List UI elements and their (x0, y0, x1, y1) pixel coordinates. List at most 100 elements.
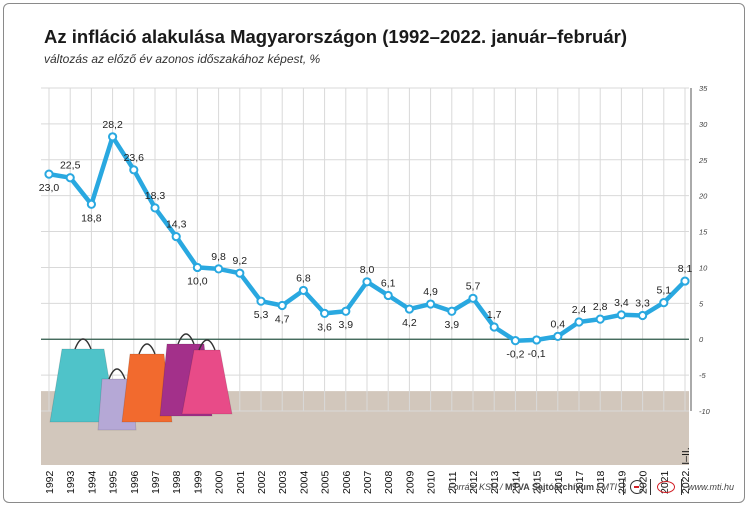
x-tick-label: 2014 (510, 470, 522, 494)
data-point (553, 331, 563, 341)
data-labels: 23,022,5 18,8 28,2 23,6 18,3 14,3 10,09,8 9,2 5,… (39, 119, 693, 361)
data-point (44, 169, 54, 179)
x-tick-label: 1997 (150, 470, 162, 494)
data-point (108, 132, 118, 142)
data-label: 23,6 (124, 152, 145, 164)
data-point (489, 322, 499, 332)
data-label: 3,6 (317, 321, 332, 333)
x-tick-label: 2012 (468, 470, 480, 494)
bag-handle (74, 338, 92, 350)
source-text: Forrás: KSH / MTVA Sajtóarchívum / MTI (448, 482, 617, 492)
x-tick-label: 2003 (277, 470, 289, 494)
data-point (680, 276, 690, 286)
data-label: 2,4 (572, 304, 587, 316)
data-point (192, 262, 202, 273)
data-label: 18,3 (145, 190, 166, 202)
x-tick-label: 2017 (574, 470, 586, 494)
y-tick-label: 35 (699, 84, 708, 93)
data-point (447, 306, 457, 316)
x-tick-label: 1994 (86, 470, 98, 494)
data-point (150, 203, 160, 213)
data-point (404, 304, 414, 314)
data-point (65, 173, 75, 183)
data-label: 5,3 (254, 309, 269, 321)
chart-canvas: -10 -5 0 5 10 15 20 25 30 35 1992 1993 1994 1995 1996… (39, 84, 711, 494)
x-tick-label: 1995 (108, 470, 120, 494)
x-tick-label: 2016 (553, 470, 565, 494)
y-axis: -10 -5 0 5 10 15 20 25 30 35 (698, 84, 711, 416)
data-label: 2,8 (593, 301, 608, 313)
shopping-bags-illustration (49, 333, 233, 431)
x-tick-label: 2013 (489, 470, 501, 494)
x-tick-label: 2008 (383, 470, 395, 494)
data-label: 9,2 (232, 255, 247, 267)
x-tick-label: 2007 (362, 470, 374, 494)
shopping-bag (181, 349, 233, 415)
data-label: 3,9 (338, 319, 353, 331)
y-tick-label: 10 (699, 263, 708, 272)
source-prefix: Forrás: KSH / (447, 482, 505, 492)
y-tick-label: 20 (698, 192, 708, 201)
data-point (298, 285, 308, 296)
x-tick-label: 2019 (616, 470, 628, 494)
x-axis: 1992 1993 1994 1995 1996 1997 1998 1999 2000 2001… (44, 447, 692, 494)
y-tick-label: 0 (699, 335, 704, 344)
x-tick-label: 2006 (341, 470, 353, 494)
data-point (129, 165, 139, 175)
x-tick-label: 2000 (214, 470, 226, 494)
data-label: 23,0 (39, 182, 60, 194)
data-points (44, 132, 690, 346)
x-tick-label: 1992 (44, 470, 56, 494)
data-point (659, 298, 669, 308)
data-point (574, 317, 584, 327)
data-label: 0,4 (550, 318, 565, 330)
y-tick-label: 5 (699, 299, 704, 308)
chart-frame: -10 -5 0 5 10 15 20 25 30 35 1992 1993 1994 1995 1996… (3, 3, 745, 503)
source-suffix: / MTI (593, 482, 617, 492)
data-label: 6,8 (296, 272, 311, 284)
data-point (595, 314, 605, 324)
data-point (214, 264, 224, 274)
data-label: 4,7 (275, 313, 290, 325)
y-tick-label: -10 (699, 407, 711, 416)
footer-divider (649, 479, 651, 495)
x-tick-label: 2005 (320, 470, 332, 494)
x-tick-label: 2011 (447, 471, 459, 494)
x-tick-label: 2002 (256, 470, 268, 494)
chart-title: Az infláció alakulása Magyarországon (19… (44, 26, 627, 47)
site-link[interactable]: www.mti.hu (687, 482, 734, 492)
data-label: 6,1 (381, 277, 396, 289)
data-point (616, 310, 627, 320)
data-label: 22,5 (60, 160, 81, 172)
data-point (362, 277, 372, 287)
data-point (426, 299, 436, 309)
data-label: 3,4 (614, 297, 629, 309)
data-point (341, 306, 351, 316)
data-label: 18,8 (81, 212, 102, 224)
y-tick-label: -5 (699, 371, 706, 380)
x-tick-label: 2015 (532, 470, 544, 494)
data-label: 8,1 (678, 263, 693, 275)
y-tick-label: 15 (699, 228, 708, 237)
data-label: -0,1 (528, 348, 546, 360)
data-label: 9,8 (211, 251, 226, 263)
x-tick-label: 2009 (404, 470, 416, 494)
bag-handle (198, 339, 216, 351)
bag-handle (177, 333, 195, 345)
data-point (171, 231, 181, 242)
footer-divider (680, 479, 682, 495)
y-tick-label: 25 (698, 156, 708, 165)
x-tick-label: 2022. I–II. (680, 447, 692, 494)
data-label: -0,2 (506, 349, 524, 361)
chart-subtitle: változás az előző év azonos időszakához … (44, 52, 321, 66)
x-tick-label: 1996 (129, 470, 141, 494)
x-tick-label: 2004 (298, 470, 310, 494)
x-tick-label: 2010 (426, 470, 438, 494)
data-label: 3,9 (444, 319, 459, 331)
data-point (468, 293, 478, 303)
x-tick-label: 1993 (65, 470, 77, 494)
y-tick-label: 30 (699, 120, 708, 129)
data-point (383, 290, 393, 301)
data-label: 5,1 (656, 285, 671, 297)
x-tick-label: 2018 (595, 470, 607, 494)
